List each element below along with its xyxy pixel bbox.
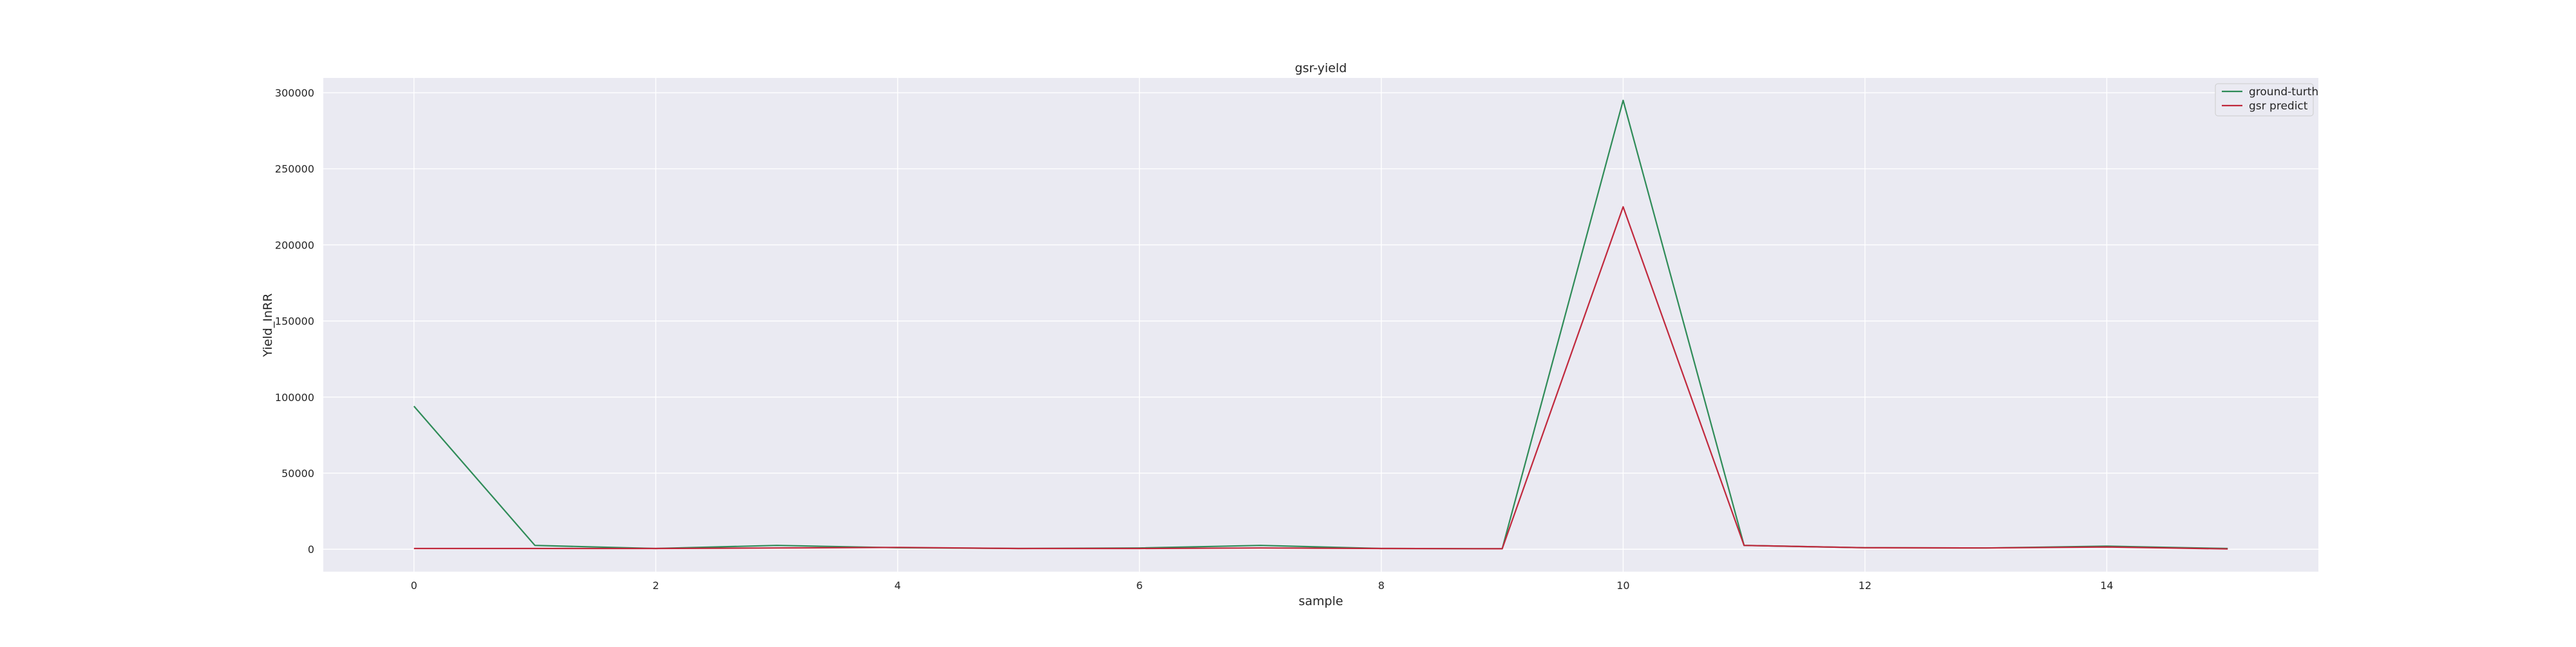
series-line-gsr-predict [413, 206, 2228, 550]
x-tick-label: 4 [895, 579, 901, 592]
plot-background [323, 78, 2318, 572]
x-axis-label: sample [1298, 594, 1343, 608]
y-tick-label: 150000 [275, 315, 314, 328]
legend-label-gsr-predict: gsr predict [2249, 100, 2308, 113]
series-lines [413, 99, 2228, 550]
y-tick-label: 200000 [275, 239, 314, 251]
x-tick-label: 12 [1859, 579, 1871, 592]
tick-labels: 0 2 4 6 8 10 12 14 0 50000 100000 150000 200000 25000… [275, 87, 2114, 592]
x-tick-label: 0 [411, 579, 417, 592]
x-tick-label: 10 [1616, 579, 1629, 592]
y-axis-label: Yield_InRR [261, 294, 275, 358]
y-tick-label: 250000 [275, 163, 314, 175]
grid-lines [323, 78, 2318, 572]
x-tick-label: 14 [2100, 579, 2113, 592]
y-tick-label: 100000 [275, 391, 314, 404]
chart-title: gsr-yield [1295, 61, 1347, 75]
y-tick-label: 50000 [281, 467, 314, 480]
legend: ground-turth gsr predict [2215, 83, 2318, 117]
x-tick-label: 6 [1136, 579, 1142, 592]
y-tick-label: 300000 [275, 87, 314, 99]
y-tick-label: 0 [308, 543, 314, 556]
x-tick-label: 2 [652, 579, 659, 592]
legend-label-ground-turth: ground-turth [2249, 86, 2318, 98]
x-tick-label: 8 [1378, 579, 1385, 592]
